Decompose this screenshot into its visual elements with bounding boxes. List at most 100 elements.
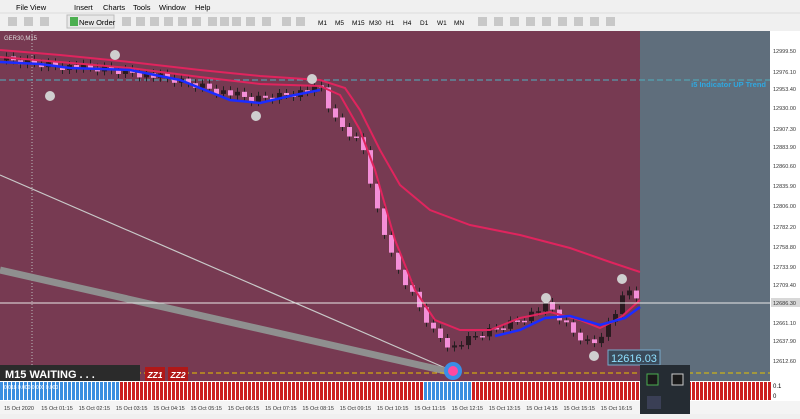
timeframe-button[interactable]: M15 (352, 20, 365, 27)
histogram-stripe (328, 382, 331, 400)
panel-icon[interactable] (646, 373, 659, 386)
toolbar-icon[interactable] (296, 17, 305, 26)
toolbar-icon[interactable] (542, 17, 551, 26)
timeframe-button[interactable]: H1 (386, 20, 395, 27)
panel-icon[interactable] (671, 373, 684, 386)
histogram-stripe (616, 382, 619, 400)
histogram-stripe (204, 382, 207, 400)
toolbar-icon[interactable] (164, 17, 173, 26)
timeframe-button[interactable]: H4 (403, 20, 412, 27)
candle-body (81, 63, 86, 69)
toolbar-icon[interactable] (208, 17, 217, 26)
histogram-stripe (356, 382, 359, 400)
menu-item[interactable]: Insert (74, 3, 94, 12)
candle-body (592, 339, 597, 344)
toolbar-icon[interactable] (606, 17, 615, 26)
histogram-stripe (408, 382, 411, 400)
zz-box (145, 367, 165, 381)
toolbar-icon[interactable] (526, 17, 535, 26)
histogram-stripe (448, 382, 451, 400)
histogram-stripe (544, 382, 547, 400)
toolbar-icon[interactable] (574, 17, 583, 26)
histogram-stripe (212, 382, 215, 400)
histogram-stripe (196, 382, 199, 400)
toolbar-icon[interactable] (510, 17, 519, 26)
timeframe-button[interactable]: M5 (335, 20, 344, 27)
menu-item[interactable]: Help (195, 3, 210, 12)
toolbar-icon[interactable] (262, 17, 271, 26)
timeframe-button[interactable]: W1 (437, 20, 447, 27)
histogram-stripe (72, 382, 75, 400)
toolbar-icon[interactable] (178, 17, 187, 26)
histogram-stripe (512, 382, 515, 400)
toolbar-icon[interactable] (40, 17, 49, 26)
candle-body (417, 291, 422, 308)
candle-body (543, 302, 548, 312)
toolbar-icon[interactable] (136, 17, 145, 26)
candle-body (186, 78, 191, 84)
new-order-button[interactable] (66, 14, 115, 29)
histogram-stripe (52, 382, 55, 400)
timeframe-button[interactable]: M30 (369, 20, 382, 27)
candle-body (375, 183, 380, 209)
histogram-stripe (540, 382, 543, 400)
menu-item[interactable]: File (16, 3, 28, 12)
histogram-stripe (748, 382, 751, 400)
toolbar-icon[interactable] (150, 17, 159, 26)
toolbar-icon[interactable] (8, 17, 17, 26)
toolbar-icon[interactable] (246, 17, 255, 26)
histogram-stripe (368, 382, 371, 400)
zigzag-marker-inner (448, 366, 458, 376)
menu-item[interactable]: Window (159, 3, 186, 12)
candle-body (480, 336, 485, 338)
histogram-stripe (208, 382, 211, 400)
candle-body (235, 91, 240, 96)
time-label: 15 Oct 07:15 (265, 406, 297, 412)
histogram-stripe (140, 382, 143, 400)
price-label: 12637.90 (773, 339, 796, 345)
candle-body (459, 345, 464, 347)
histogram-stripe (728, 382, 731, 400)
histogram-stripe (100, 382, 103, 400)
toolbar-icon[interactable] (192, 17, 201, 26)
toolbar-icon[interactable] (558, 17, 567, 26)
histogram-stripe (0, 382, 3, 400)
toolbar-icon[interactable] (24, 17, 33, 26)
toolbar-icon[interactable] (494, 17, 503, 26)
toolbar-icon[interactable] (282, 17, 291, 26)
price-label: 12953.40 (773, 87, 796, 93)
histogram-stripe (88, 382, 91, 400)
panel-icon[interactable] (647, 396, 661, 409)
timeframe-button[interactable]: M1 (318, 20, 327, 27)
menu-item[interactable]: Tools (133, 3, 151, 12)
price-label: 12709.40 (773, 283, 796, 289)
timeframe-button[interactable]: D1 (420, 20, 429, 27)
toolbar-icon[interactable] (478, 17, 487, 26)
candle-body (403, 269, 408, 286)
histogram-stripe (320, 382, 323, 400)
histogram-stripe (516, 382, 519, 400)
histogram-stripe (224, 382, 227, 400)
price-label: 12930.00 (773, 106, 796, 112)
histogram-stripe (248, 382, 251, 400)
histogram-stripe (96, 382, 99, 400)
toolbar-icon[interactable] (122, 17, 131, 26)
histogram-stripe (116, 382, 119, 400)
toolbar-icon[interactable] (590, 17, 599, 26)
candle-body (424, 307, 429, 323)
candle-body (207, 83, 212, 89)
histogram-stripe (164, 382, 167, 400)
histogram-stripe (80, 382, 83, 400)
marker (589, 351, 599, 361)
marker (45, 91, 55, 101)
histogram-stripe (364, 382, 367, 400)
histogram-stripe (428, 382, 431, 400)
menu-item[interactable]: View (30, 3, 47, 12)
histogram-stripe (228, 382, 231, 400)
time-label: 15 Oct 14:15 (526, 406, 558, 412)
toolbar-icon[interactable] (220, 17, 229, 26)
timeframe-button[interactable]: MN (454, 20, 464, 27)
menu-item[interactable]: Charts (103, 3, 125, 12)
histogram-stripe (528, 382, 531, 400)
toolbar-icon[interactable] (232, 17, 241, 26)
